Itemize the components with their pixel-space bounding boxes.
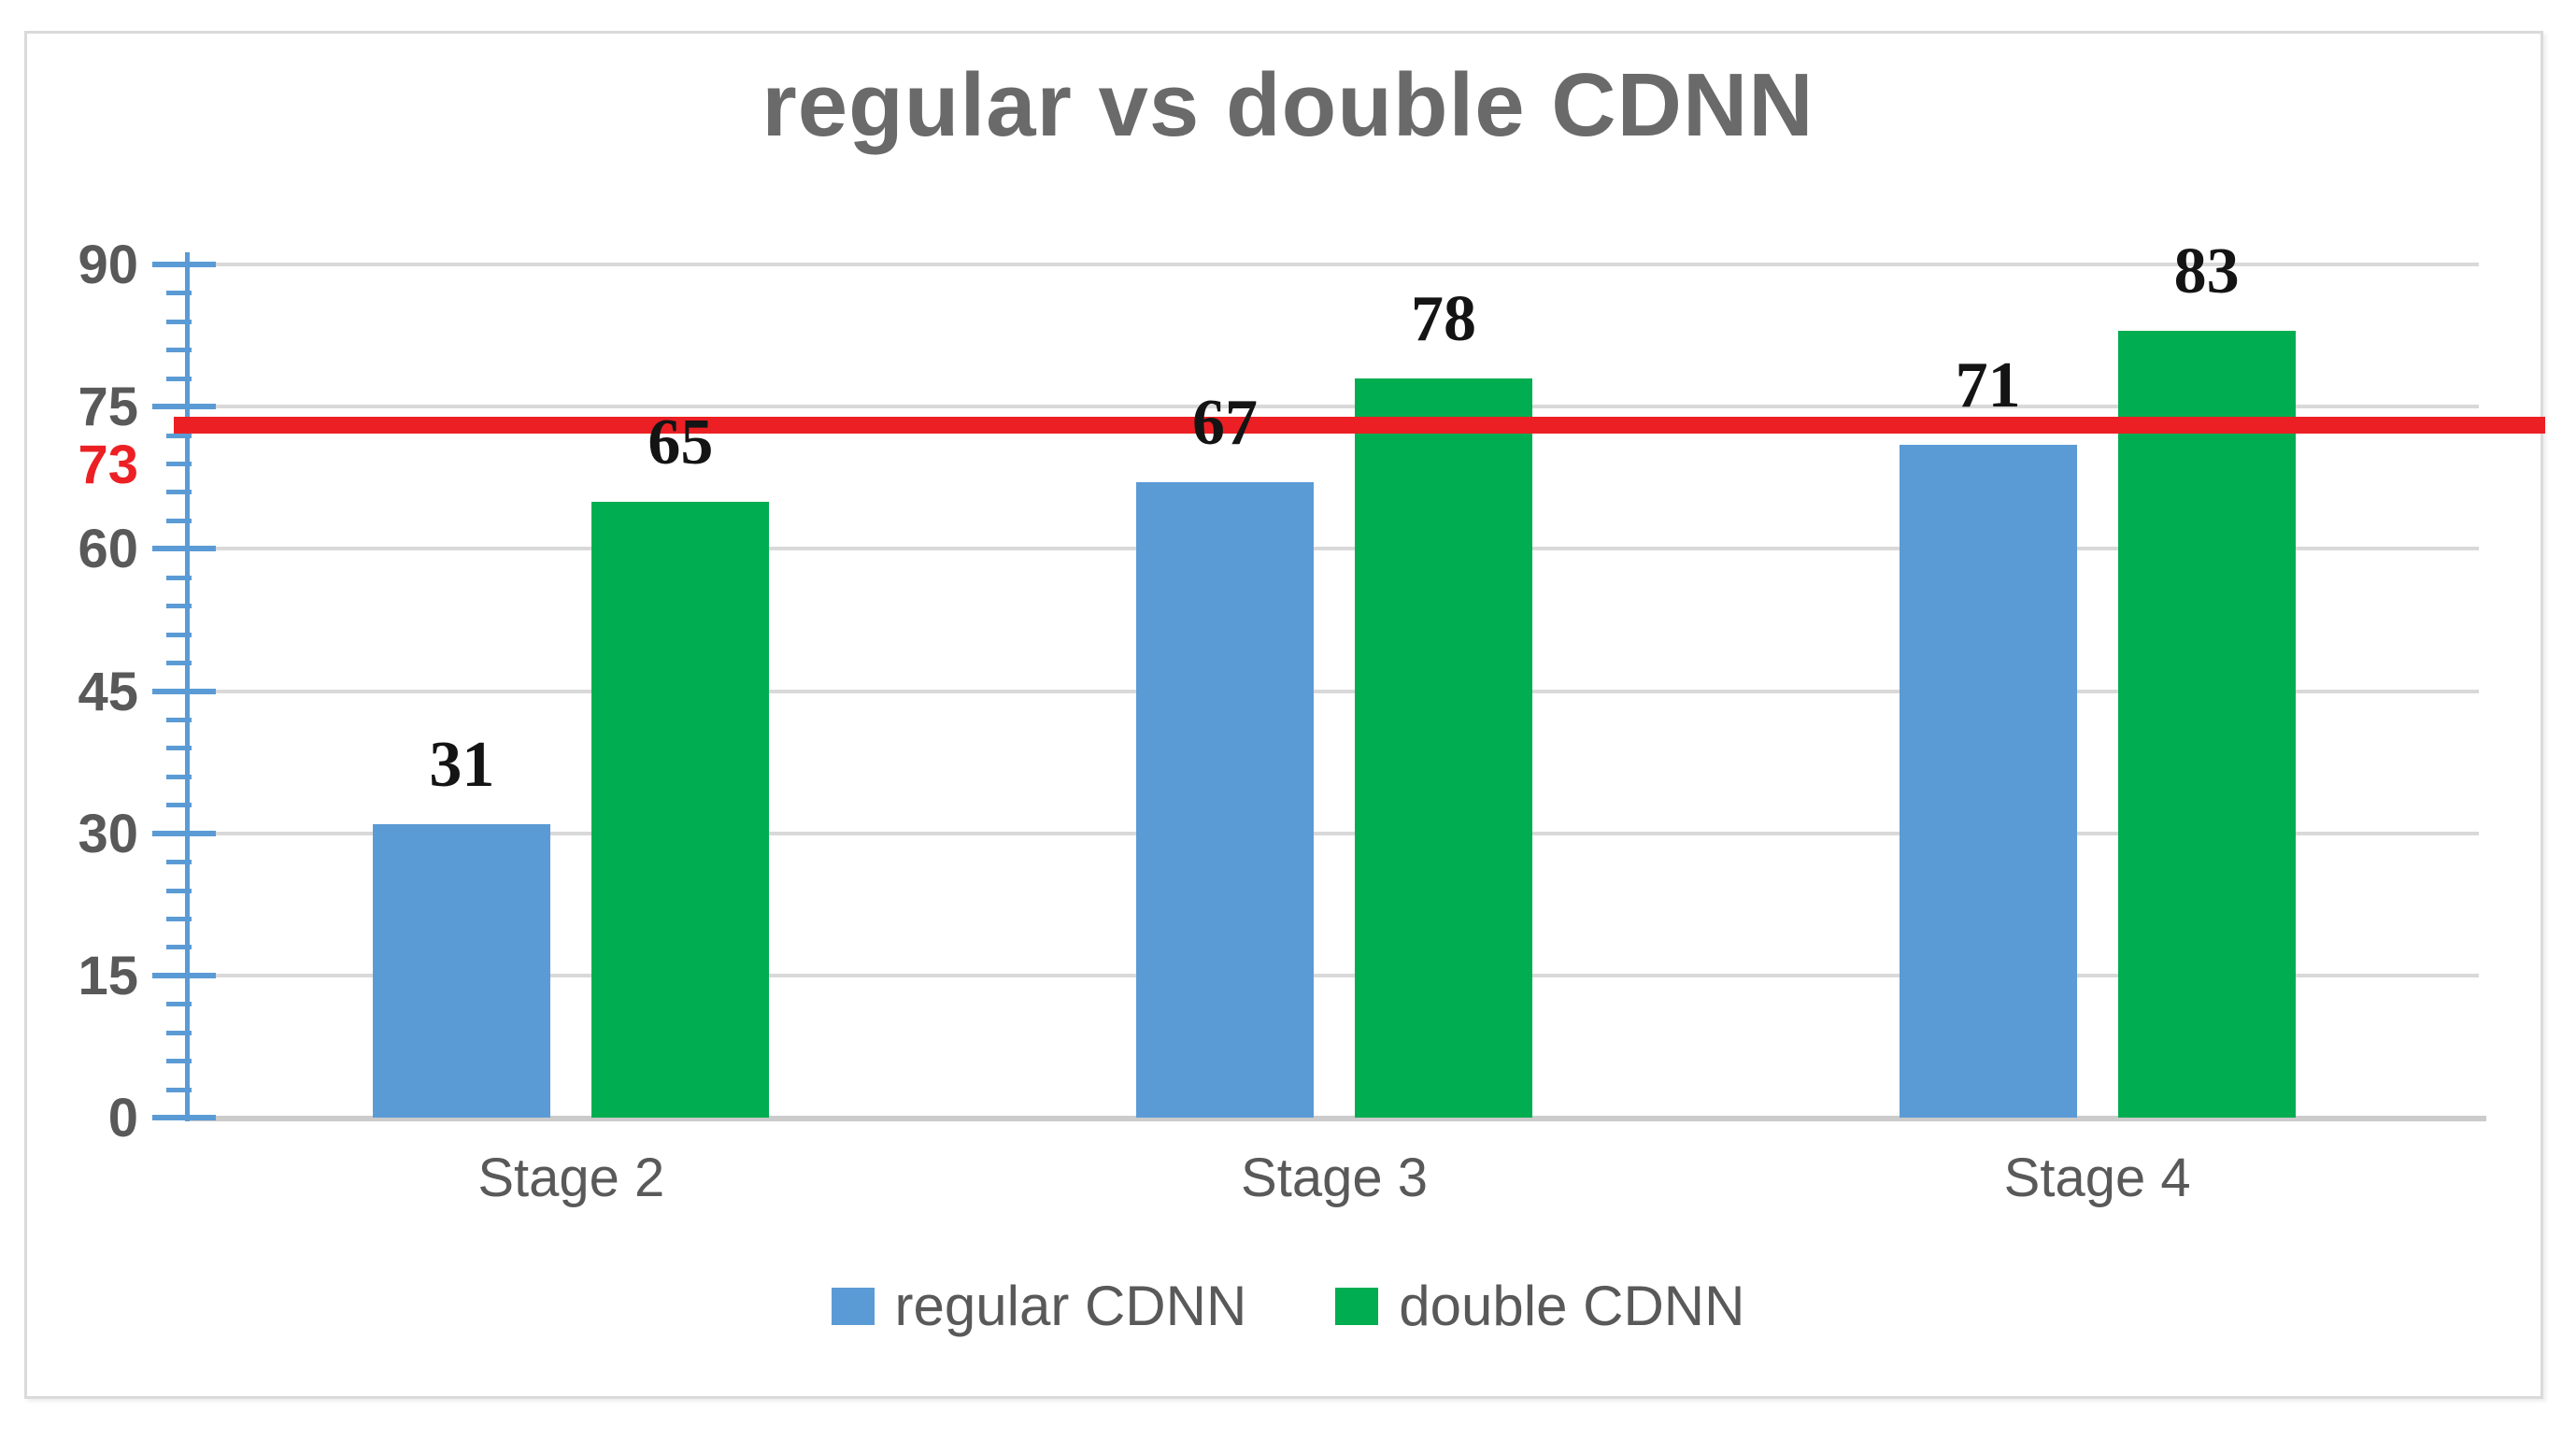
y-axis-tick-label-75: 75 xyxy=(78,377,138,438)
legend-item-double-cdnn: double CDNN xyxy=(1335,1278,1744,1334)
legend-label-double-cdnn: double CDNN xyxy=(1399,1275,1745,1337)
y-axis-minor-tick-18 xyxy=(166,945,192,950)
y-axis-major-tick-75 xyxy=(152,404,216,410)
y-axis-minor-tick-9 xyxy=(166,1030,192,1035)
y-axis-line xyxy=(185,252,190,1121)
y-axis-minor-tick-69 xyxy=(166,462,192,467)
bar-regular-stage-4 xyxy=(1899,444,2077,1118)
reference-line xyxy=(174,417,2545,435)
bar-value-label: 71 xyxy=(1955,349,2021,421)
y-axis-minor-tick-24 xyxy=(166,888,192,893)
bar-double-stage-3 xyxy=(1355,378,1532,1118)
gridline-y-75 xyxy=(190,405,2479,409)
y-axis-minor-tick-57 xyxy=(166,575,192,580)
gridline-y-60 xyxy=(190,547,2479,551)
y-axis-minor-tick-33 xyxy=(166,803,192,808)
bar-value-label: 83 xyxy=(2173,235,2240,307)
y-axis-minor-tick-84 xyxy=(166,319,192,324)
y-axis-minor-tick-42 xyxy=(166,717,192,722)
legend-item-regular-cdnn: regular CDNN xyxy=(831,1275,1247,1337)
y-axis-minor-tick-27 xyxy=(166,860,192,865)
y-axis-tick-label-30: 30 xyxy=(78,803,138,864)
bar-double-stage-2 xyxy=(591,501,770,1118)
y-axis-minor-tick-3 xyxy=(166,1087,192,1092)
y-axis-minor-tick-6 xyxy=(166,1059,192,1064)
bar-regular-stage-3 xyxy=(1136,482,1314,1118)
y-axis-minor-tick-12 xyxy=(166,1002,192,1007)
y-axis-major-tick-15 xyxy=(152,972,216,978)
y-axis-minor-tick-81 xyxy=(166,348,192,353)
bar-regular-stage-2 xyxy=(373,823,551,1118)
x-axis-category-label-1: Stage 2 xyxy=(477,1148,665,1208)
bar-double-stage-4 xyxy=(2117,331,2296,1118)
ref-line-value-label: 73 xyxy=(78,435,138,496)
y-axis-major-tick-30 xyxy=(152,830,216,836)
y-axis-major-tick-90 xyxy=(152,262,216,267)
legend-label-regular-cdnn: regular CDNN xyxy=(894,1275,1247,1337)
y-axis-minor-tick-36 xyxy=(166,774,192,779)
gridline-y-30 xyxy=(190,831,2479,835)
y-axis-major-tick-0 xyxy=(152,1115,216,1120)
y-axis-minor-tick-51 xyxy=(166,632,192,637)
legend: regular CDNN double CDNN xyxy=(0,1278,2576,1334)
x-axis-category-label-3: Stage 4 xyxy=(2003,1148,2191,1208)
legend-swatch-green-icon xyxy=(1335,1288,1379,1325)
bar-value-label: 67 xyxy=(1192,387,1258,460)
y-axis-minor-tick-78 xyxy=(166,376,192,381)
y-axis-minor-tick-21 xyxy=(166,916,192,921)
legend-swatch-blue-icon xyxy=(831,1288,875,1325)
y-axis-tick-label-0: 0 xyxy=(107,1088,138,1148)
y-axis-tick-label-15: 15 xyxy=(78,945,138,1006)
y-axis-minor-tick-87 xyxy=(166,291,192,296)
gridline-y-90 xyxy=(190,263,2479,266)
x-axis-category-label-2: Stage 3 xyxy=(1241,1148,1428,1208)
y-axis-minor-tick-63 xyxy=(166,518,192,523)
bar-value-label: 78 xyxy=(1411,282,1476,355)
bar-value-label: 31 xyxy=(429,728,495,801)
y-axis-tick-label-45: 45 xyxy=(78,661,138,722)
y-axis-minor-tick-66 xyxy=(166,490,192,495)
bar-value-label: 65 xyxy=(648,406,714,478)
y-axis-tick-label-90: 90 xyxy=(78,235,138,295)
y-axis-tick-label-60: 60 xyxy=(78,519,138,580)
y-axis-minor-tick-48 xyxy=(166,661,192,666)
chart-title: regular vs double CDNN xyxy=(761,55,1815,155)
gridline-y-45 xyxy=(190,689,2479,693)
gridline-y-15 xyxy=(190,973,2479,977)
y-axis-minor-tick-39 xyxy=(166,746,192,751)
y-axis-major-tick-60 xyxy=(152,546,216,552)
y-axis-minor-tick-54 xyxy=(166,604,192,609)
x-axis-baseline xyxy=(190,1116,2486,1121)
y-axis-minor-tick-72 xyxy=(166,433,192,438)
y-axis-major-tick-45 xyxy=(152,688,216,694)
